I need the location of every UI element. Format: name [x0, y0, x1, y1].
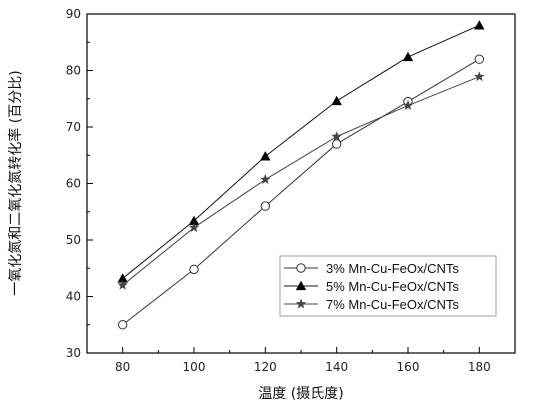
data-point-star: [117, 279, 128, 290]
y-axis-title: 一氧化氮和二氧化氮转化率 (百分比): [7, 70, 24, 295]
data-point-star: [260, 174, 271, 184]
series-layer: [117, 20, 485, 330]
data-point-triangle: [188, 215, 200, 225]
data-point-circle: [189, 264, 199, 275]
series-line: [122, 24, 480, 279]
y-tick-label: 90: [66, 7, 81, 21]
legend-label: 3% Mn-Cu-FeOx/CNTs: [326, 261, 459, 276]
data-point-triangle: [117, 273, 128, 283]
y-tick-label: 30: [66, 346, 81, 360]
x-tick-label: 160: [397, 360, 420, 374]
data-point-triangle: [402, 51, 414, 62]
x-tick-label: 80: [115, 360, 130, 374]
y-tick-label: 70: [66, 120, 81, 134]
legend: 3% Mn-Cu-FeOx/CNTs 5% Mn-Cu-FeOx/CNTs 7% M…: [279, 255, 497, 317]
series-3: [117, 71, 485, 290]
y-tick-label: 60: [66, 177, 81, 191]
x-tick-label: 100: [183, 360, 206, 374]
x-axis-title: 温度 (摄氏度): [258, 386, 343, 402]
data-point-star: [402, 100, 414, 110]
data-point-circle: [117, 320, 128, 330]
series-line: [122, 58, 480, 326]
y-tick-label: 80: [66, 64, 81, 78]
data-point-triangle: [295, 280, 307, 291]
data-point-circle: [331, 139, 342, 149]
x-tick-label: 180: [468, 360, 491, 374]
data-point-star: [295, 298, 307, 309]
x-tick-label: 140: [325, 360, 348, 374]
series-2: [117, 20, 485, 283]
data-point-circle: [474, 54, 485, 64]
data-point-triangle: [260, 151, 271, 161]
legend-item: 5% Mn-Cu-FeOx/CNTs: [284, 279, 459, 294]
legend-item: 3% Mn-Cu-FeOx/CNTs: [284, 261, 459, 276]
series-line: [122, 76, 480, 286]
data-point-star: [188, 222, 200, 233]
axes: 80 100 120 140 160 180 30 40 50 60 70 80 90: [66, 7, 491, 374]
y-tick-label: 50: [66, 233, 81, 247]
data-point-triangle: [474, 20, 485, 30]
data-point-triangle: [331, 95, 342, 106]
data-point-circle: [260, 201, 271, 211]
data-point-star: [331, 131, 342, 142]
x-tick-label: 120: [254, 360, 277, 374]
data-point-circle: [296, 263, 306, 273]
y-tick-label: 40: [66, 290, 81, 304]
legend-item: 7% Mn-Cu-FeOx/CNTs: [284, 297, 459, 312]
legend-label: 5% Mn-Cu-FeOx/CNTs: [326, 279, 459, 294]
data-point-star: [474, 71, 485, 82]
legend-label: 7% Mn-Cu-FeOx/CNTs: [326, 297, 459, 312]
